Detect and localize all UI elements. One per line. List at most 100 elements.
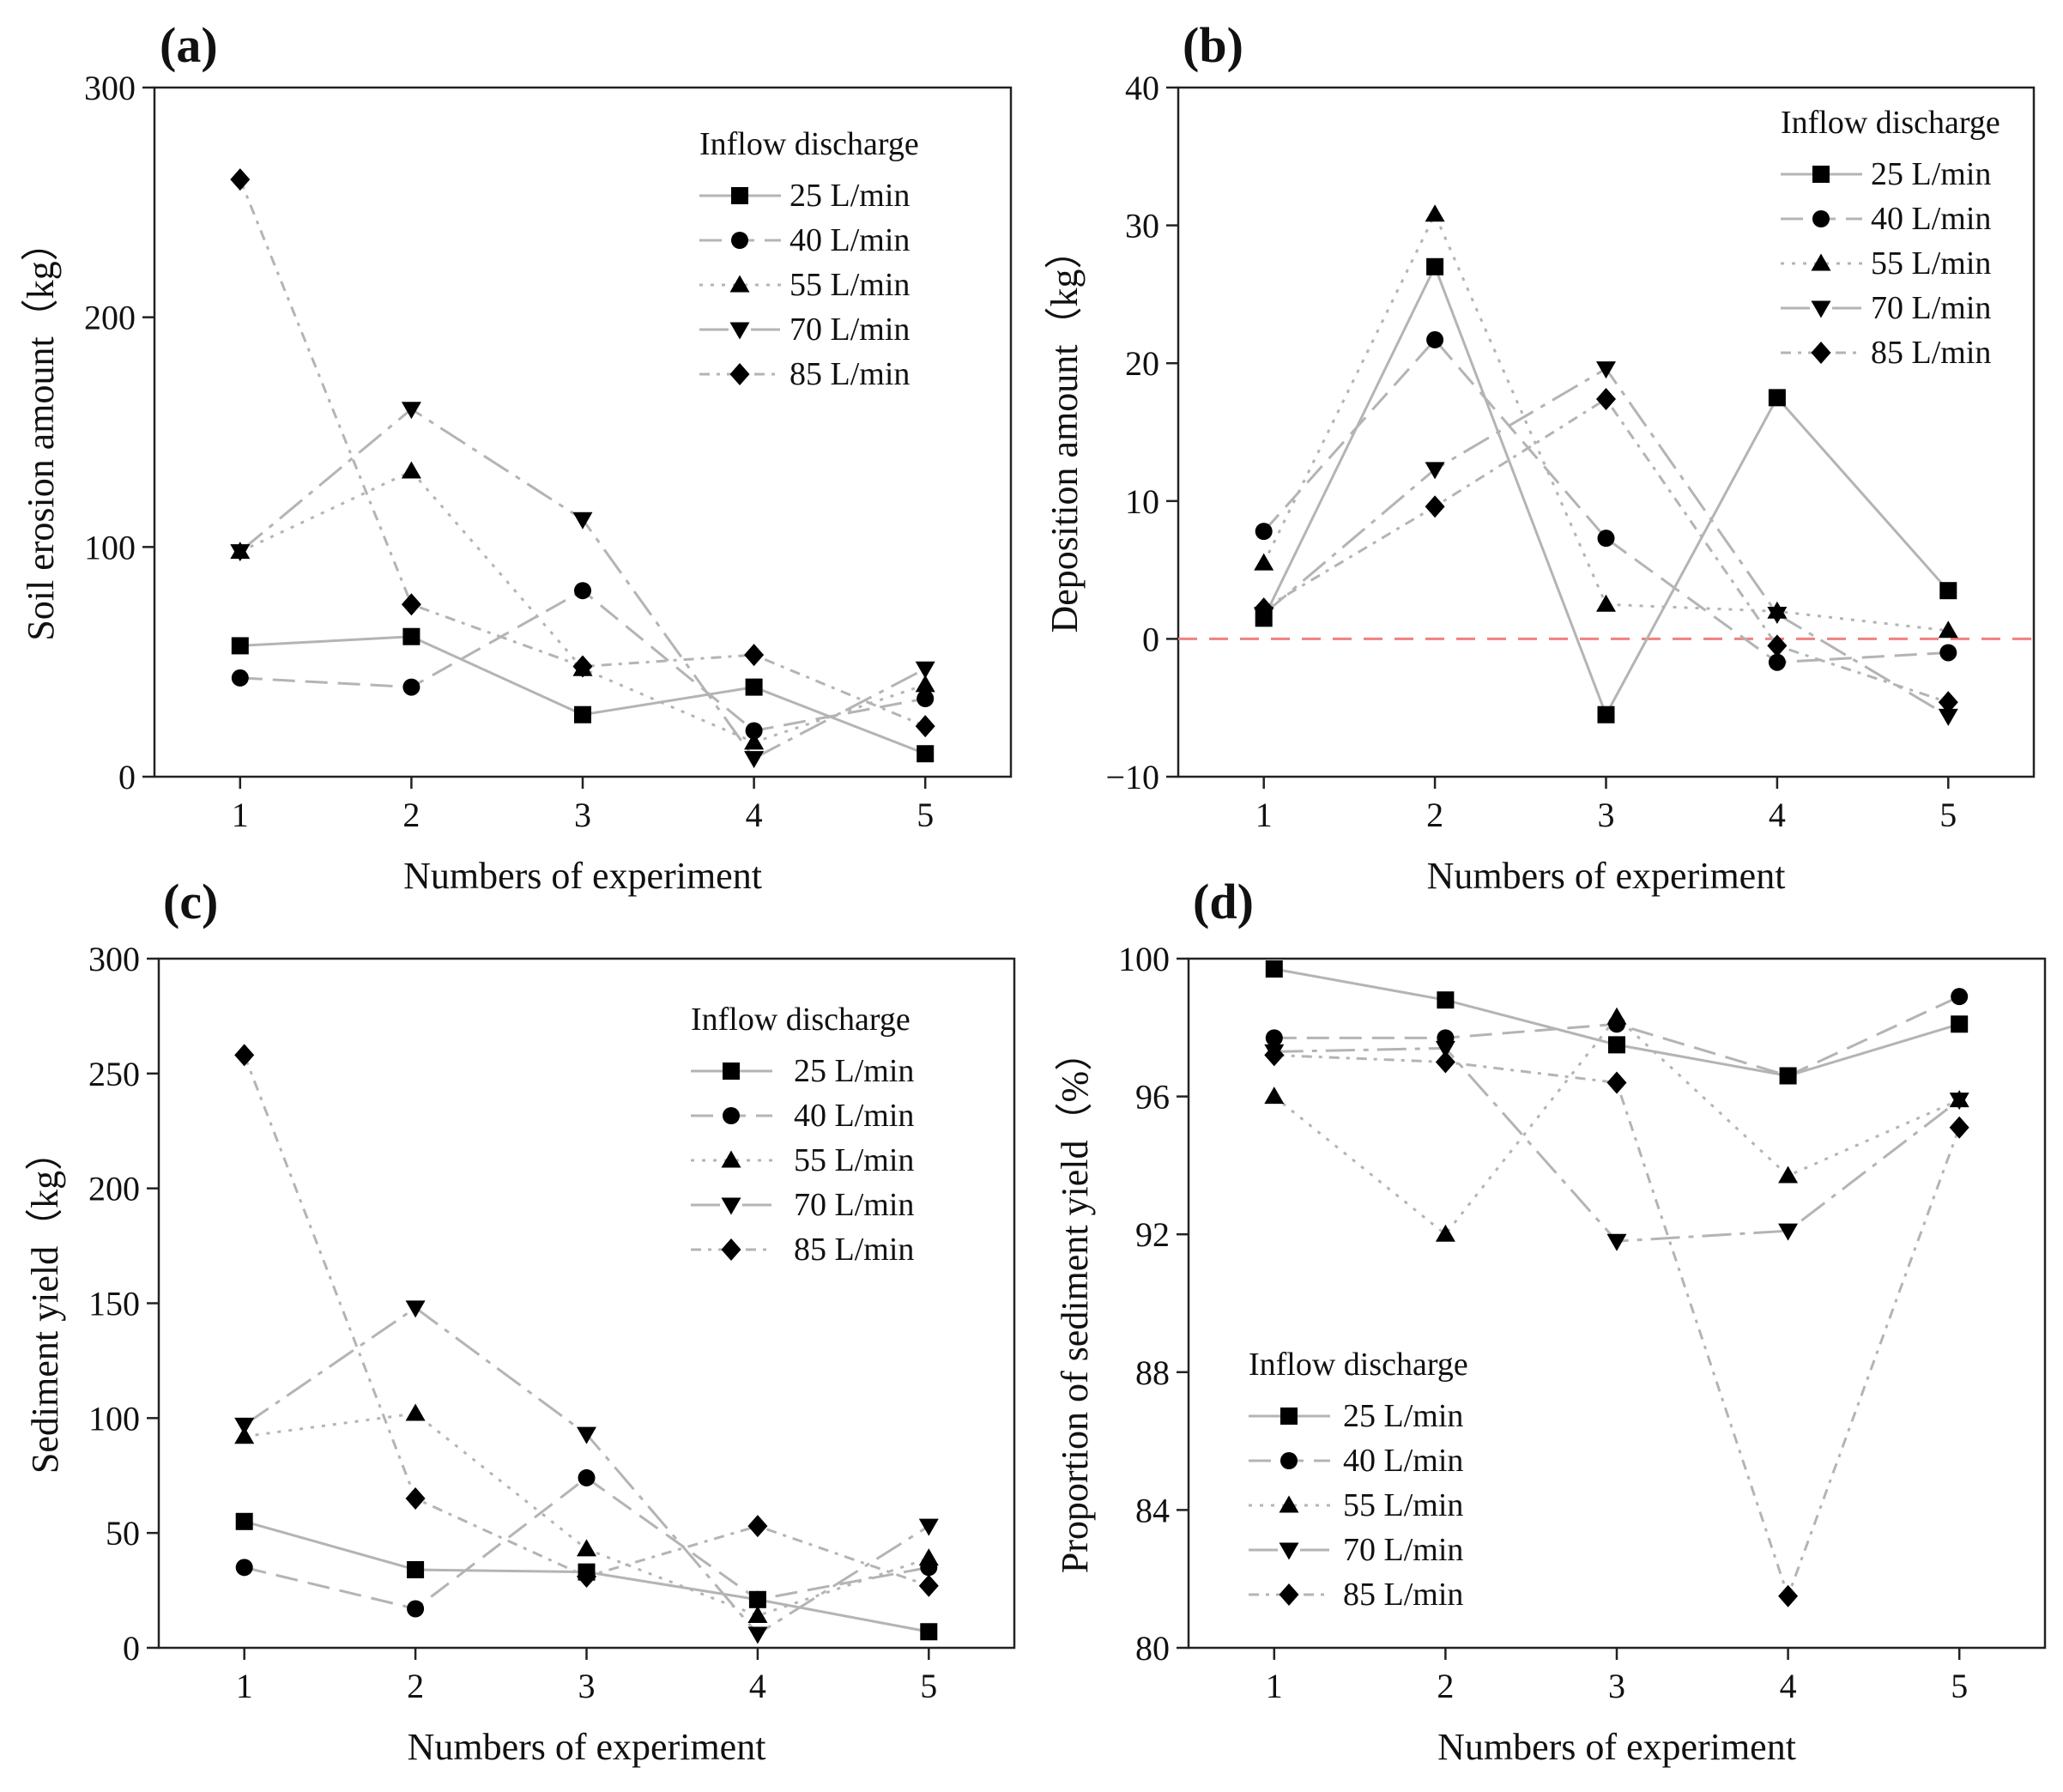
y-tick-label: 10 (1125, 482, 1159, 521)
data-point (1939, 582, 1957, 600)
x-tick-label: 1 (236, 1667, 253, 1705)
legend-label: 55 L/min (794, 1142, 914, 1178)
y-tick-label: 0 (123, 1629, 140, 1668)
data-point (1264, 1044, 1285, 1067)
data-point (918, 1548, 939, 1566)
data-point (744, 751, 765, 769)
panel-label: (d) (1193, 874, 1254, 929)
data-point (577, 1539, 596, 1557)
x-tick-label: 1 (232, 796, 249, 834)
series-line-85-l-min (239, 179, 926, 728)
y-tick-label: 20 (1125, 344, 1159, 383)
data-point (915, 675, 935, 693)
legend: Inflow discharge 25 L/min 40 L/min 55 L/min… (1781, 105, 2000, 371)
data-point (407, 1600, 425, 1618)
y-tick-label: 150 (88, 1285, 140, 1323)
data-point (405, 1487, 426, 1510)
data-point (747, 1626, 768, 1644)
data-point (744, 732, 765, 750)
x-tick-label: 5 (917, 796, 934, 834)
data-point (1597, 705, 1615, 723)
data-point (405, 1300, 426, 1318)
legend-marker (1812, 210, 1830, 227)
series-line-55-l-min (1273, 1015, 1960, 1237)
legend-label: 55 L/min (1343, 1487, 1463, 1523)
legend: Inflow discharge 25 L/min 40 L/min 55 L/min… (699, 126, 919, 392)
data-point (1437, 991, 1455, 1009)
legend-label: 25 L/min (794, 1053, 914, 1089)
data-point (1255, 523, 1273, 541)
legend-label: 85 L/min (790, 356, 910, 392)
data-point (1939, 644, 1957, 662)
legend-marker (731, 232, 748, 249)
data-point (572, 655, 593, 678)
data-point (234, 1426, 255, 1444)
legend-marker (1280, 1408, 1298, 1425)
data-point (1779, 1067, 1797, 1085)
x-tick-label: 1 (1255, 796, 1273, 834)
legend-label: 55 L/min (1871, 245, 1991, 282)
y-axis-title: Deposition amount（kg） (1044, 231, 1086, 633)
y-tick-label: 50 (106, 1514, 140, 1553)
data-point (1778, 1223, 1799, 1241)
data-point (231, 669, 249, 687)
data-point (577, 1565, 596, 1589)
data-point (1606, 1233, 1627, 1251)
y-tick-label: 30 (1125, 207, 1159, 245)
x-tick-label: 3 (578, 1667, 596, 1705)
y-tick-label: 80 (1135, 1629, 1170, 1668)
y-tick-label: 100 (84, 528, 136, 566)
y-tick-label: 0 (118, 758, 136, 796)
chart-panel-2: (b) −10 0 10 20 30 40 1 2 3 4 5 Numbers of experimen… (1044, 17, 2036, 897)
data-point (918, 1518, 939, 1536)
legend-label: 85 L/min (1343, 1577, 1463, 1613)
x-tick-label: 4 (1769, 796, 1786, 834)
series-line-40-l-min (1262, 337, 1949, 664)
legend-title: Inflow discharge (699, 126, 919, 162)
legend-label: 85 L/min (794, 1232, 914, 1268)
y-tick-label: 84 (1135, 1491, 1170, 1529)
x-tick-label: 5 (1951, 1667, 1968, 1705)
data-point (744, 644, 765, 667)
x-tick-label: 2 (402, 796, 420, 834)
chart-panel-3: (c) 0 50 100 150 200 250 300 1 2 3 4 5 Numbers of exp… (24, 874, 1016, 1768)
data-point (917, 689, 935, 707)
data-point (747, 1606, 768, 1624)
legend-marker (1279, 1583, 1299, 1606)
data-point (917, 745, 935, 763)
data-point (230, 544, 251, 562)
y-tick-label: 92 (1135, 1215, 1170, 1254)
data-point (234, 1417, 255, 1435)
x-tick-label: 4 (749, 1667, 766, 1705)
y-tick-label: 300 (84, 69, 136, 107)
data-point (915, 661, 935, 679)
legend-marker (1811, 253, 1831, 271)
legend-label: 40 L/min (1871, 201, 1991, 237)
data-point (1425, 495, 1445, 518)
legend-label: 55 L/min (790, 267, 910, 303)
data-point (231, 637, 249, 655)
y-tick-label: 300 (88, 940, 140, 978)
legend-marker (729, 363, 750, 385)
legend-marker (729, 275, 750, 293)
series-line-25-l-min (239, 635, 926, 755)
data-point (1767, 606, 1788, 624)
data-point (1425, 204, 1445, 222)
data-point (1254, 597, 1274, 621)
data-point (920, 1623, 938, 1641)
x-tick-label: 2 (1437, 1667, 1454, 1705)
data-point (235, 1512, 253, 1530)
data-point (1608, 1036, 1625, 1054)
series-line-85-l-min (1273, 1053, 1961, 1601)
x-tick-label: 3 (574, 796, 591, 834)
x-tick-label: 5 (1939, 796, 1957, 834)
legend-label: 25 L/min (1343, 1398, 1463, 1434)
legend-title: Inflow discharge (1781, 105, 2000, 141)
data-point (1951, 1015, 1969, 1033)
x-tick-label: 4 (746, 796, 763, 834)
y-axis-title: Sediment yield（kg） (24, 1133, 66, 1474)
y-tick-label: 40 (1125, 69, 1159, 107)
data-point (234, 1044, 255, 1067)
y-tick-label: 200 (88, 1170, 140, 1208)
